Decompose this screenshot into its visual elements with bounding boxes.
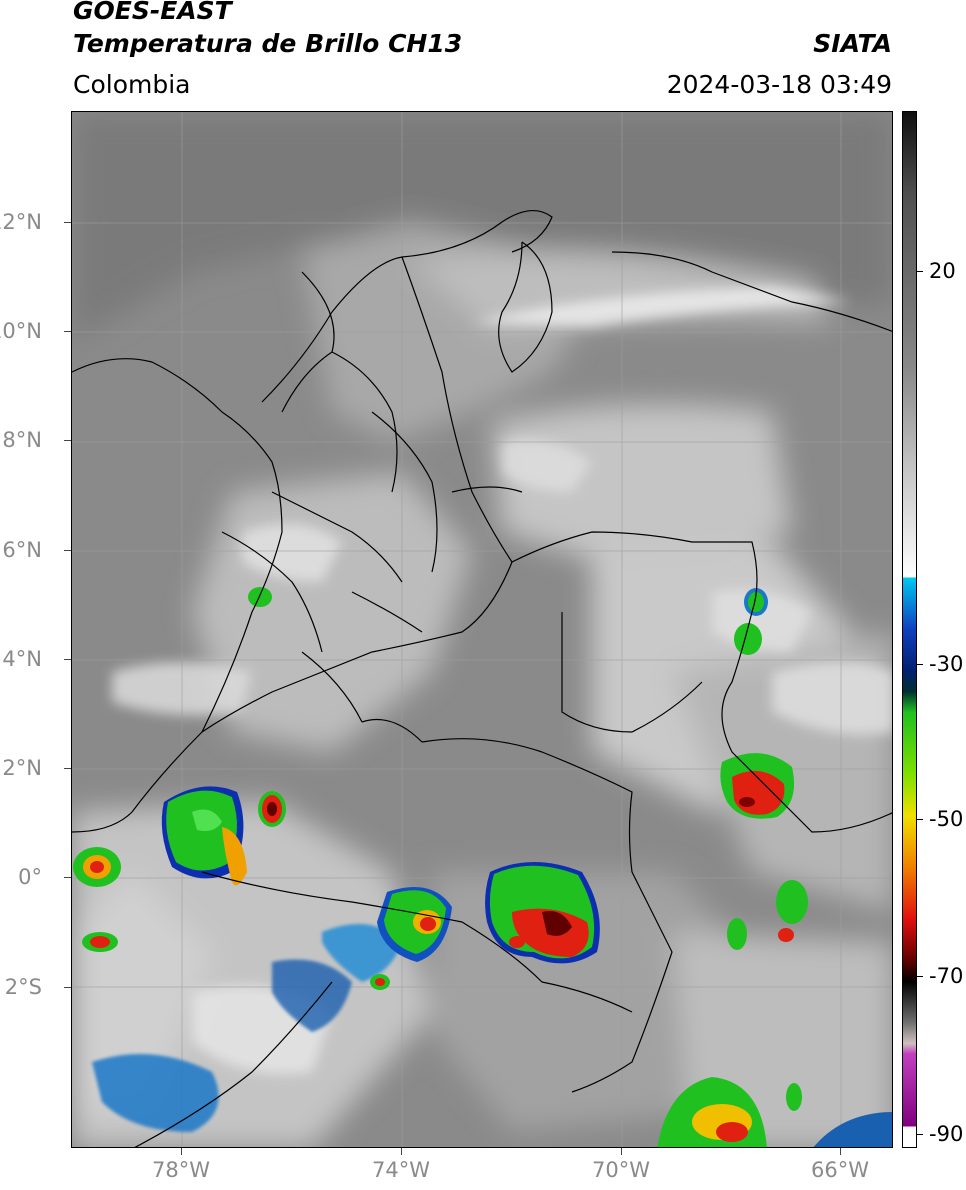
lat-tick bbox=[64, 440, 71, 441]
colorbar bbox=[902, 111, 917, 1148]
colorbar-tick bbox=[917, 664, 923, 665]
lat-label-4n: 4°N bbox=[2, 647, 42, 671]
lat-tick bbox=[64, 877, 71, 878]
datetime-label: 2024-03-18 03:49 bbox=[666, 70, 892, 99]
colorbar-label-minus30: -30 bbox=[929, 652, 964, 676]
graticule bbox=[72, 112, 892, 1147]
lat-label-12n: 12°N bbox=[0, 210, 42, 234]
lat-label-10n: 10°N bbox=[0, 319, 42, 343]
lat-label-6n: 6°N bbox=[2, 538, 42, 562]
colorbar-label-minus90: -90 bbox=[929, 1122, 964, 1146]
political-borders bbox=[72, 210, 892, 1147]
lat-label-2s: 2°S bbox=[4, 975, 42, 999]
lon-tick bbox=[181, 1148, 182, 1155]
agency-label: SIATA bbox=[813, 29, 892, 58]
colorbar-label-minus50: -50 bbox=[929, 807, 964, 831]
product-title: Temperatura de Brillo CH13 bbox=[73, 29, 463, 58]
lat-tick bbox=[64, 550, 71, 551]
lon-tick bbox=[401, 1148, 402, 1155]
colorbar-tick bbox=[917, 976, 923, 977]
lat-tick bbox=[64, 331, 71, 332]
colorbar-label-20: 20 bbox=[929, 259, 956, 283]
lon-tick bbox=[621, 1148, 622, 1155]
lat-label-0: 0° bbox=[18, 865, 42, 889]
lat-label-2n: 2°N bbox=[2, 756, 42, 780]
colorbar-tick bbox=[917, 271, 923, 272]
lon-label-66w: 66°W bbox=[811, 1158, 869, 1182]
lon-label-78w: 78°W bbox=[152, 1158, 210, 1182]
colorbar-label-minus70: -70 bbox=[929, 964, 964, 988]
lat-tick bbox=[64, 222, 71, 223]
lat-tick bbox=[64, 659, 71, 660]
map-canvas bbox=[72, 112, 892, 1147]
satellite-map[interactable] bbox=[71, 111, 893, 1148]
satellite-title: GOES-EAST bbox=[73, 0, 232, 25]
lon-label-70w: 70°W bbox=[592, 1158, 650, 1182]
lat-tick bbox=[64, 768, 71, 769]
lat-tick bbox=[64, 987, 71, 988]
convective-storm-cells bbox=[73, 587, 892, 1147]
lat-label-8n: 8°N bbox=[2, 428, 42, 452]
region-label: Colombia bbox=[73, 70, 191, 99]
colorbar-tick bbox=[917, 819, 923, 820]
colorbar-tick bbox=[917, 1134, 923, 1135]
lon-label-74w: 74°W bbox=[372, 1158, 430, 1182]
lon-tick bbox=[840, 1148, 841, 1155]
